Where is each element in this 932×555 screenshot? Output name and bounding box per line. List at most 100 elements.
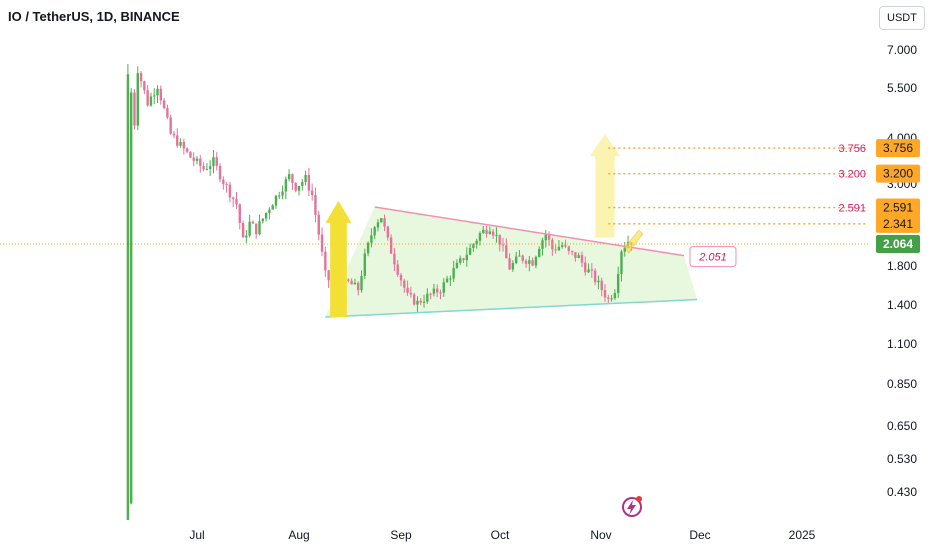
candle (162, 100, 166, 109)
y-tick-label: 1.800 (887, 259, 917, 273)
candle (294, 182, 297, 191)
candle (347, 279, 350, 281)
candle (393, 253, 396, 265)
candle (238, 204, 241, 223)
candle (396, 264, 399, 275)
candle (179, 141, 182, 146)
candle (251, 221, 255, 224)
candle (366, 242, 370, 254)
candle (514, 256, 518, 264)
candle (511, 263, 515, 270)
y-tick-label: 7.000 (887, 43, 917, 57)
svg-text:2.591: 2.591 (883, 201, 913, 215)
candle (222, 179, 225, 185)
candle (386, 226, 390, 238)
candle (327, 270, 330, 281)
candle (524, 260, 528, 264)
candle (416, 300, 419, 305)
candle (231, 197, 235, 199)
y-tick-label: 0.530 (887, 452, 917, 466)
y-tick-label: 5.500 (887, 81, 917, 95)
candle (301, 181, 304, 186)
candle (360, 275, 363, 291)
candle (317, 214, 320, 235)
candle (449, 278, 452, 280)
y-tick-label: 0.430 (887, 485, 917, 499)
candle (488, 231, 492, 234)
candle (495, 234, 498, 236)
candle (166, 108, 169, 118)
candle (597, 280, 600, 283)
candle (557, 246, 561, 251)
candle (600, 280, 603, 291)
flash-icon[interactable] (622, 496, 642, 517)
y-tick-label: 0.850 (887, 377, 917, 391)
currency-button[interactable]: USDT (879, 6, 925, 30)
price-tag: 2.591 (876, 198, 920, 217)
candle (192, 157, 195, 161)
x-tick-label: Sep (390, 528, 412, 542)
candle (287, 174, 291, 180)
candle (412, 294, 416, 305)
candle (212, 157, 215, 167)
price-tag: 3.200 (876, 164, 920, 183)
candle (551, 239, 554, 250)
candle (169, 117, 172, 134)
candle (613, 293, 617, 299)
candle (235, 198, 238, 205)
candle (429, 293, 432, 295)
candle (218, 165, 222, 180)
time-axis[interactable]: Jul Aug Sep Oct Nov Dec 2025 (189, 528, 815, 542)
candle (498, 234, 501, 245)
candle (297, 185, 301, 191)
candle (521, 255, 524, 261)
candle (422, 301, 426, 303)
candle (380, 218, 383, 223)
candle (261, 218, 265, 222)
candle (419, 300, 422, 303)
chart-title: IO / TetherUS, 1D, BINANCE (8, 9, 180, 24)
target-level-text: 2.591 (838, 203, 866, 215)
candle (406, 287, 409, 293)
candle (176, 135, 179, 146)
target-arrow-icon (590, 134, 620, 238)
target-level-text: 3.200 (838, 169, 866, 181)
candle (567, 246, 571, 251)
candle (185, 148, 189, 152)
candle (383, 218, 386, 227)
candle (268, 209, 271, 213)
triangle-fill (325, 206, 698, 317)
x-tick-label: Aug (288, 528, 309, 542)
icon-layer (622, 496, 642, 517)
candle (593, 270, 597, 283)
candle (472, 244, 475, 248)
candle (307, 174, 311, 191)
candle (439, 292, 442, 294)
candle (274, 195, 278, 206)
svg-text:3.756: 3.756 (883, 141, 913, 155)
candle (324, 251, 327, 271)
candle (370, 235, 373, 243)
candle (314, 195, 317, 215)
candle (225, 184, 228, 186)
candle (399, 274, 403, 281)
y-tick-label: 1.100 (887, 337, 917, 351)
x-tick-label: Oct (491, 528, 510, 542)
candle (426, 293, 429, 302)
candle (389, 237, 393, 254)
price-axis[interactable]: 7.0005.5004.0003.0001.8001.4001.1000.850… (876, 43, 920, 499)
trend-lines: 2.051 (0, 206, 868, 318)
target-level-text: 3.756 (838, 143, 866, 155)
candle (153, 95, 156, 97)
candle (616, 274, 620, 294)
candle (182, 141, 186, 149)
candle (241, 222, 245, 238)
candle (508, 258, 511, 270)
candle (357, 282, 360, 291)
candle (587, 269, 590, 273)
candle (462, 258, 465, 261)
candle (455, 262, 459, 269)
breakout-channel (624, 229, 644, 254)
support-line[interactable] (325, 298, 698, 318)
